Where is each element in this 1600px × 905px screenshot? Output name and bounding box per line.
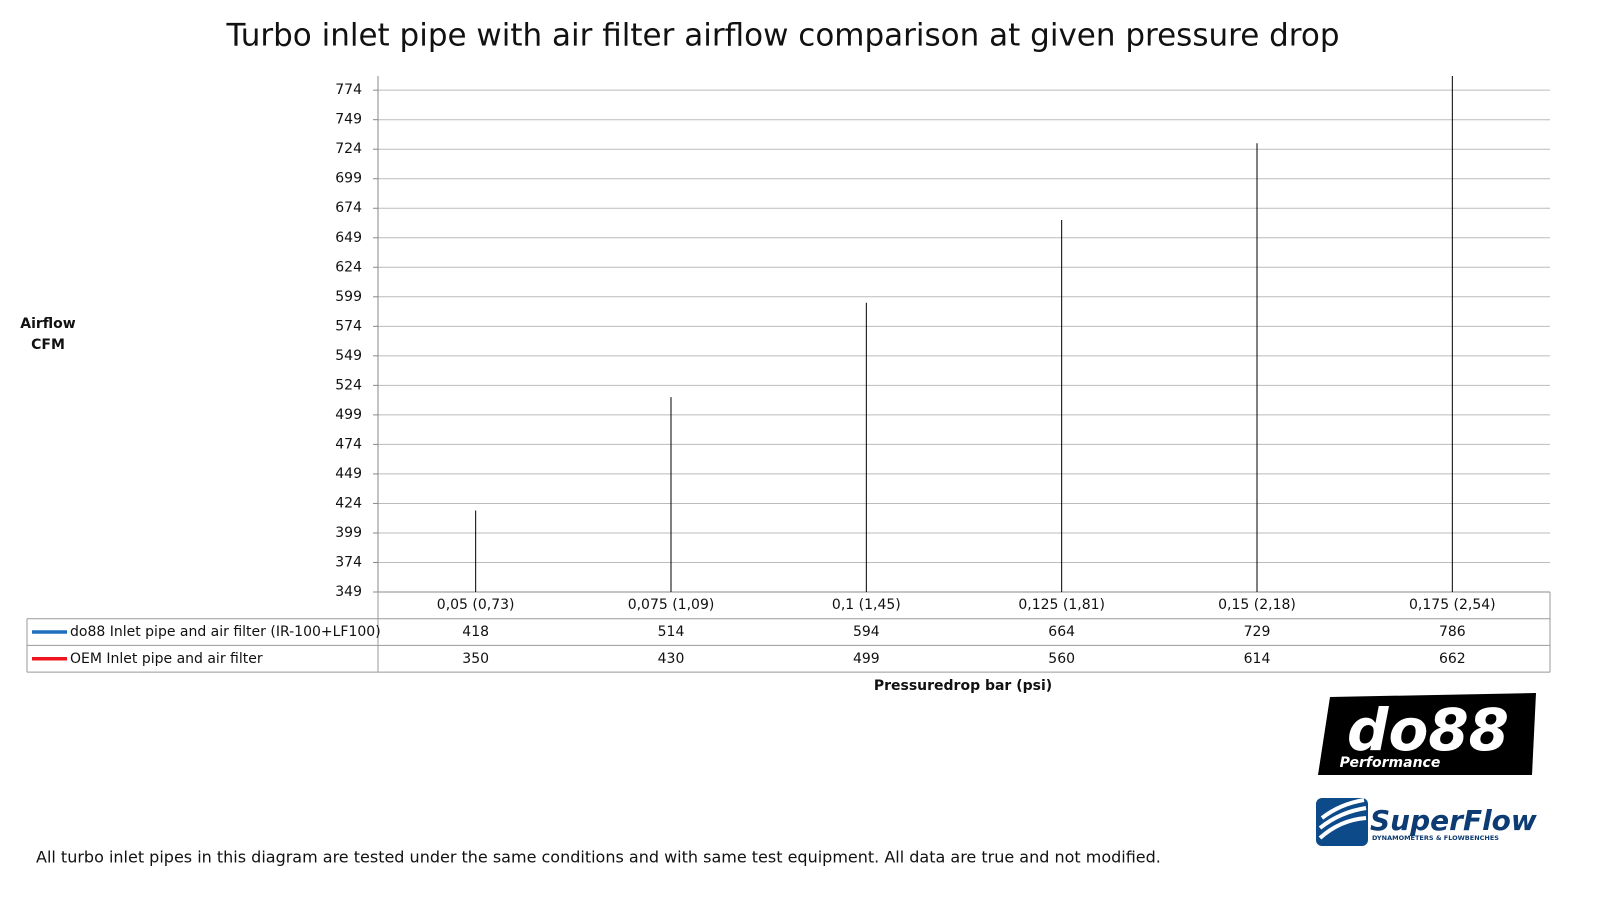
y-tick-label: 499	[335, 407, 362, 423]
y-tick-label: 424	[335, 495, 362, 511]
table-value: 499	[853, 651, 880, 667]
x-tick-label: 0,075 (1,09)	[628, 597, 715, 613]
logo-stripes	[1318, 798, 1367, 840]
table-value: 664	[1048, 624, 1075, 640]
y-tick-label: 699	[335, 171, 362, 187]
y-tick-label: 724	[335, 141, 362, 157]
y-tick-label: 524	[335, 377, 362, 393]
legend-label: OEM Inlet pipe and air filter	[70, 651, 263, 667]
y-tick-label: 399	[335, 525, 362, 541]
table-value: 614	[1244, 651, 1271, 667]
table-value: 729	[1244, 624, 1271, 640]
y-axis-label: Airflow CFM	[20, 316, 76, 353]
logo-subtext: Performance	[1340, 755, 1441, 771]
logo-bg	[1318, 693, 1536, 775]
y-tick-label: 749	[335, 112, 362, 128]
x-axis-label: Pressuredrop bar (psi)	[874, 678, 1052, 694]
y-tick-label: 774	[335, 82, 362, 98]
y-tick-label: 374	[335, 554, 362, 570]
y-tick-label: 449	[335, 466, 362, 482]
x-tick-label: 0,175 (2,54)	[1409, 597, 1496, 613]
x-tick-label: 0,125 (1,81)	[1018, 597, 1105, 613]
y-tick-label: 474	[335, 436, 362, 452]
y-tick-label: 574	[335, 318, 362, 334]
table-value: 514	[658, 624, 685, 640]
y-tick-label: 674	[335, 200, 362, 216]
logo-text: SuperFlow	[1370, 804, 1537, 837]
do88-logo: do88 Performance	[1318, 693, 1536, 775]
table-value: 594	[853, 624, 880, 640]
footnote: All turbo inlet pipes in this diagram ar…	[36, 848, 1161, 867]
x-tick-label: 0,1 (1,45)	[832, 597, 901, 613]
table-value: 786	[1439, 624, 1466, 640]
chart-title: Turbo inlet pipe with air filter airflow…	[225, 18, 1339, 54]
logo-text: do88	[1347, 696, 1509, 764]
table-value: 350	[462, 651, 489, 667]
y-tick-label: 599	[335, 289, 362, 305]
table-value: 430	[658, 651, 685, 667]
y-tick-label: 624	[335, 259, 362, 275]
table-value: 560	[1048, 651, 1075, 667]
logo-subtext: DYNAMOMETERS & FLOWBENCHES	[1372, 834, 1499, 842]
table-value: 662	[1439, 651, 1466, 667]
x-tick-label: 0,05 (0,73)	[437, 597, 515, 613]
y-tick-label: 349	[335, 584, 362, 600]
y-tick-label: 649	[335, 230, 362, 246]
y-tick-label: 549	[335, 348, 362, 364]
legend-label: do88 Inlet pipe and air filter (IR-100+L…	[70, 624, 381, 640]
x-tick-label: 0,15 (2,18)	[1218, 597, 1296, 613]
table-value: 418	[462, 624, 489, 640]
superflow-logo: SuperFlow DYNAMOMETERS & FLOWBENCHES	[1316, 798, 1537, 846]
